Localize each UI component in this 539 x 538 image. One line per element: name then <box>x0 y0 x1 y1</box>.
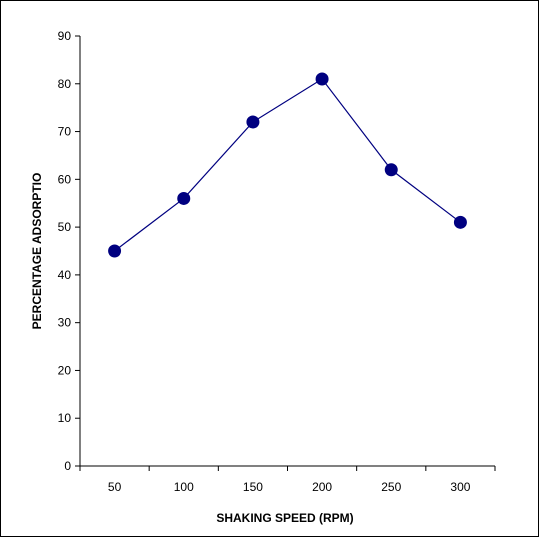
y-tick-label: 60 <box>58 172 72 186</box>
x-tick-label: 250 <box>381 480 401 494</box>
y-tick-label: 80 <box>58 77 72 91</box>
y-tick-label: 50 <box>58 220 72 234</box>
x-axis-ticks: 50 100 150 200 250 300 <box>79 466 496 494</box>
y-axis-title: PERCENTAGE ADSORPTIO <box>30 173 44 330</box>
x-tick-label: 150 <box>243 480 263 494</box>
x-tick-label: 100 <box>174 480 194 494</box>
data-point <box>453 215 467 229</box>
data-point <box>246 115 260 129</box>
y-tick-label: 10 <box>58 411 72 425</box>
y-tick-label: 20 <box>58 363 72 377</box>
y-tick-label: 70 <box>58 125 72 139</box>
data-point <box>315 72 329 86</box>
x-tick-label: 50 <box>108 480 122 494</box>
data-point <box>177 191 191 205</box>
x-tick-label: 200 <box>312 480 332 494</box>
y-tick-label: 90 <box>58 29 72 43</box>
data-point <box>108 244 122 258</box>
x-tick-label: 300 <box>450 480 470 494</box>
y-tick-label: 40 <box>58 268 72 282</box>
data-point <box>384 163 398 177</box>
x-axis-title: SHAKING SPEED (RPM) <box>216 511 353 525</box>
series-line <box>114 78 461 252</box>
y-tick-label: 30 <box>58 316 72 330</box>
y-tick-label: 0 <box>64 459 71 473</box>
series-layer <box>108 72 467 258</box>
y-axis-ticks: 0 10 20 30 40 50 60 70 80 90 <box>58 29 80 473</box>
